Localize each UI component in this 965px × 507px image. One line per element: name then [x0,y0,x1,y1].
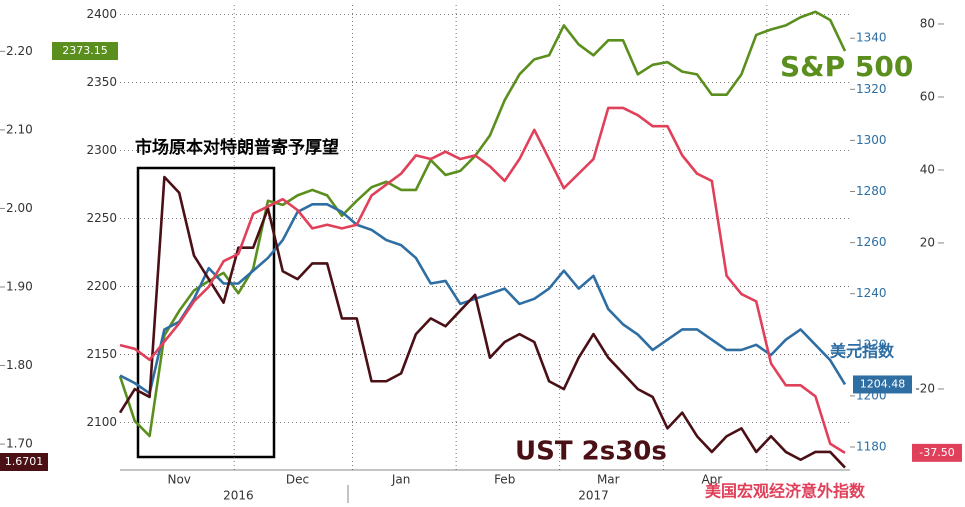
y-tick-label: 2.10 [6,122,33,136]
y-tick-label: 1320 [856,82,887,96]
x-tick-label: Jan [391,473,411,487]
annotation-box [136,166,276,459]
y-tick-label: 1.90 [6,279,33,293]
series-line [119,106,846,454]
y-tick-label: 2350 [86,75,117,89]
series-name: 美国宏观经济意外指数 [705,482,866,501]
series-name: S&P 500 [780,50,913,83]
x-tick-label: Nov [167,473,190,487]
y-tick-label: 2100 [86,415,117,429]
series-name: UST 2s30s [515,437,667,467]
y-tick-label: 2300 [86,143,117,157]
x-tick-label: Apr [701,473,722,487]
y-tick-label: 1280 [856,184,887,198]
x-tick-label: Feb [494,473,515,487]
y-tick-label: 1220 [856,337,887,351]
series-name: 美元指数 [830,342,895,361]
y-tick-label: 2150 [86,347,117,361]
x-tick-label: Dec [286,473,309,487]
last-value-label: 2373.15 [62,44,108,57]
y-tick-label: 1.80 [6,358,33,372]
last-value-label: 1.6701 [5,455,44,468]
series-line [118,10,847,438]
last-value-box [912,443,962,462]
y-tick-label: 1.70 [6,437,33,451]
y-tick-label: 40 [920,162,935,176]
last-value-box [52,42,118,61]
y-tick-label: -20 [915,381,935,395]
x-tick-label: Mar [597,473,620,487]
y-tick-label: 80 [920,16,935,30]
last-value-label: -37.50 [919,446,954,459]
y-tick-label: 2250 [86,211,117,225]
y-tick-label: 2400 [86,7,117,21]
last-value-box [0,453,48,471]
y-tick-label: 2.00 [6,201,33,215]
annotation: 市场原本对特朗普寄予厚望 [135,137,339,158]
x-year-label: 2016 [223,489,254,503]
series-line [118,175,846,469]
y-tick-label: 1340 [856,31,887,45]
y-tick-label: 1300 [856,133,887,147]
y-tick-label: 1180 [856,440,887,454]
y-tick-label: 1240 [856,286,887,300]
x-year-label: 2017 [578,489,609,503]
last-value-label: 1204.48 [860,377,906,390]
y-tick-label: 20 [920,235,935,249]
y-tick-label: 60 [920,89,935,103]
y-tick-label: 1260 [856,235,887,249]
series-line [119,202,847,395]
last-value-box [853,375,912,394]
y-tick-label: 2.20 [6,44,33,58]
y-tick-label: 2200 [86,279,117,293]
